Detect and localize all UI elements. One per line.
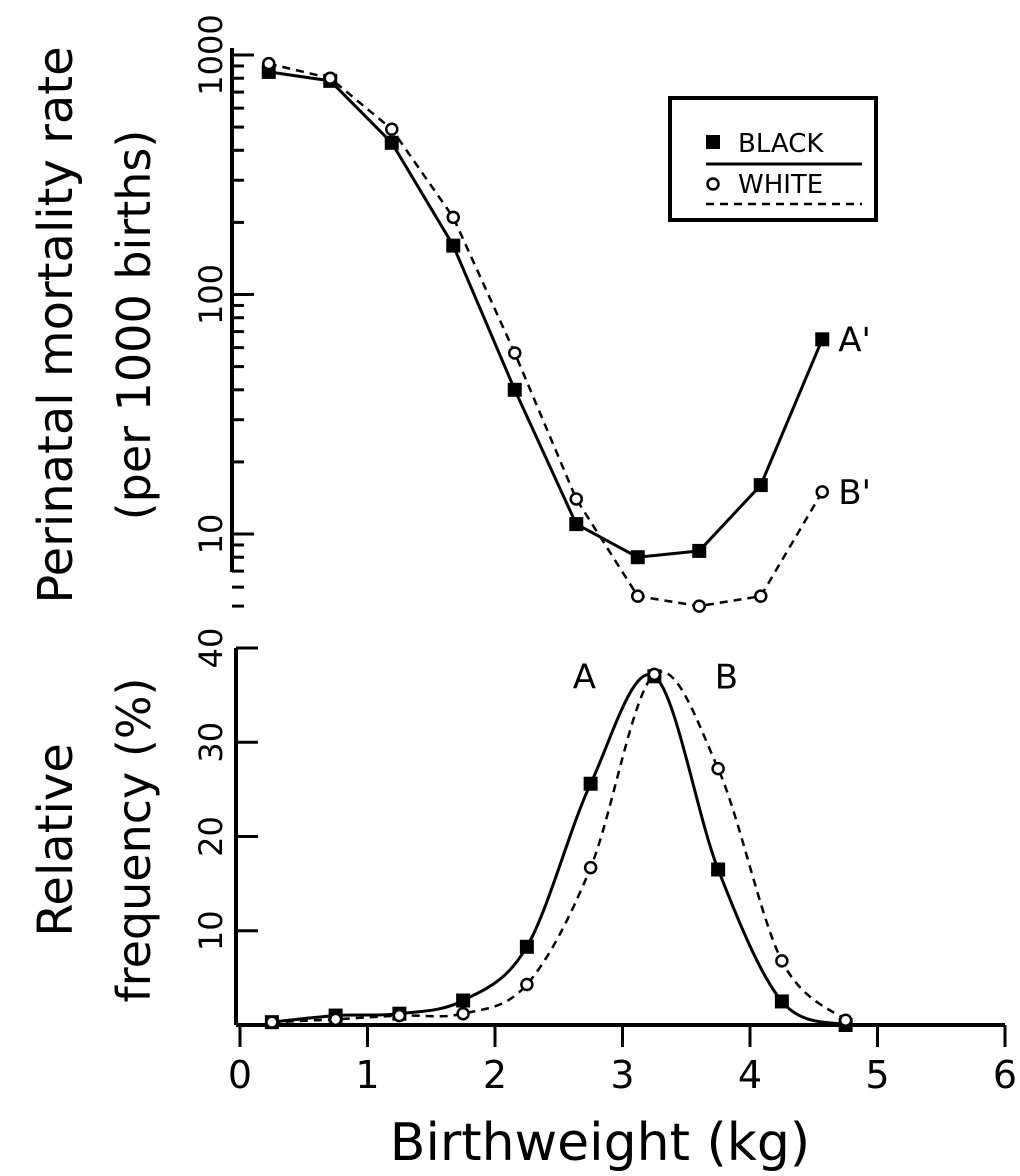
- top-point-black: [446, 238, 461, 253]
- peak-label-black: A: [573, 657, 596, 697]
- bottom-x-tick-label: 1: [355, 1053, 379, 1097]
- legend-box: [668, 96, 878, 222]
- bottom-y-tick-labels: 10 20 30 40: [192, 628, 230, 951]
- bottom-x-tick-label: 5: [865, 1053, 889, 1097]
- top-y-tick-label: 100: [192, 264, 230, 325]
- top-point-white: [385, 122, 399, 136]
- top-y-tick-label: 1000: [192, 14, 230, 95]
- top-y-ticks: [232, 53, 254, 608]
- bottom-x-tick-labels: 0 1 2 3 4 5 6: [228, 1053, 1017, 1097]
- bottom-x-ticks: [238, 1025, 1007, 1047]
- bottom-point-white: [711, 761, 725, 776]
- legend: BLACK WHITE: [668, 96, 878, 222]
- bottom-point-white: [647, 667, 662, 682]
- legend-black-marker: [706, 135, 720, 149]
- bottom-y-tick-label: 20: [192, 816, 230, 857]
- top-ylabel-line2: (per 1000 births): [107, 130, 161, 521]
- bottom-point-white: [583, 860, 598, 875]
- top-series-markers: [261, 56, 830, 613]
- bottom-point-white: [520, 977, 534, 992]
- top-point-white: [323, 71, 337, 85]
- top-point-black: [692, 543, 707, 558]
- top-point-white: [262, 56, 276, 71]
- top-point-black: [753, 478, 768, 493]
- bottom-y-tick-label: 40: [192, 628, 230, 669]
- mortality-panel: Perinatal mortality rate (per 1000 birth…: [28, 14, 878, 613]
- top-line-white: [268, 62, 824, 608]
- bottom-line-white: [271, 670, 847, 1024]
- bottom-point-white: [265, 1015, 279, 1029]
- bottom-x-tick-label: 4: [738, 1053, 762, 1097]
- top-y-tick-label: 10: [192, 514, 230, 555]
- bottom-point-black: [711, 862, 726, 877]
- top-point-white: [446, 210, 460, 225]
- top-point-black: [815, 332, 830, 347]
- top-point-black: [507, 382, 522, 397]
- top-point-white: [631, 589, 645, 603]
- top-point-white: [692, 599, 706, 613]
- top-point-black: [569, 517, 584, 532]
- legend-white-marker: [706, 177, 720, 191]
- top-point-white: [569, 492, 583, 506]
- end-label-black: A': [838, 320, 871, 360]
- bottom-x-tick-label: 3: [610, 1053, 634, 1097]
- bottom-y-ticks: [236, 646, 258, 933]
- bottom-point-white: [328, 1012, 343, 1027]
- peak-label-white: B: [715, 657, 738, 697]
- bottom-x-tick-label: 2: [483, 1053, 507, 1097]
- legend-black-label: BLACK: [738, 129, 824, 159]
- top-y-tick-labels: 10 100 1000: [192, 14, 230, 554]
- end-label-white: B': [838, 473, 871, 513]
- bottom-point-white: [838, 1013, 853, 1028]
- bottom-ylabel-line1: Relative: [28, 743, 84, 937]
- bottom-line-black: [271, 673, 847, 1027]
- bottom-y-tick-label: 10: [192, 910, 230, 951]
- bottom-point-white: [392, 1008, 407, 1023]
- top-point-black: [384, 135, 399, 150]
- bottom-series-lines: [271, 670, 847, 1027]
- bottom-x-tick-label: 0: [228, 1053, 252, 1097]
- top-point-white: [754, 589, 768, 603]
- bottom-point-white: [456, 1006, 470, 1021]
- top-line-black: [268, 70, 824, 559]
- bottom-x-tick-label: 6: [993, 1053, 1017, 1097]
- bottom-point-black: [774, 994, 789, 1009]
- top-point-white: [508, 346, 522, 360]
- legend-white-label: WHITE: [738, 170, 823, 200]
- bottom-series-markers: [264, 667, 853, 1032]
- top-point-white: [815, 485, 829, 499]
- bottom-point-black: [456, 993, 471, 1008]
- bottom-point-black: [519, 939, 534, 954]
- top-point-black: [630, 550, 645, 565]
- top-ylabel-line1: Perinatal mortality rate: [28, 46, 84, 603]
- top-series-lines: [268, 62, 824, 608]
- bottom-point-white: [775, 954, 789, 968]
- bottom-ylabel-line2: frequency (%): [107, 678, 161, 1003]
- bottom-y-tick-label: 30: [192, 722, 230, 763]
- bottom-point-black: [583, 776, 598, 791]
- x-axis-label: Birthweight (kg): [390, 1113, 810, 1173]
